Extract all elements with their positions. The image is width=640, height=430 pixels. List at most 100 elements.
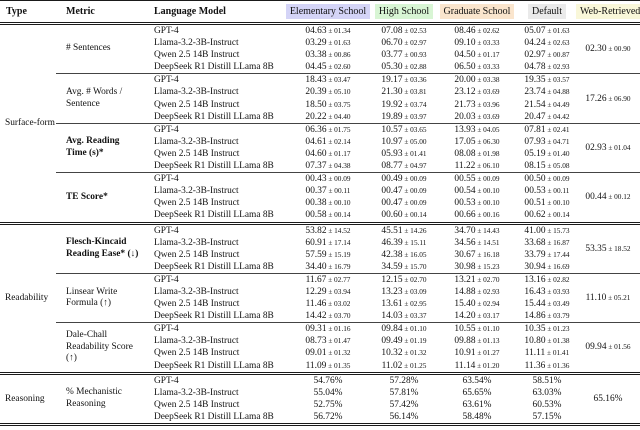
value-std: 14.52: [334, 225, 351, 235]
value-std: 03.02: [333, 299, 351, 309]
value-std: 06.30: [483, 136, 500, 146]
value-std: 14.51: [483, 237, 500, 247]
table-row: Linsear Write Formula (↑) GPT-4 11.67 ± 02…: [0, 272, 640, 323]
metric-value: 08.77 ± 04.97: [372, 160, 436, 173]
value-mean: 57.59: [305, 249, 327, 260]
metric-value: 00.62 ± 00.14: [518, 209, 576, 223]
plus-minus-sign: ±: [402, 286, 411, 296]
table-row: Qwen 2.5 14B Instruct 18.50 ± 03.75 19.92 …: [0, 99, 640, 111]
value-std: 02.14: [334, 136, 351, 146]
model-name: GPT-4: [146, 172, 284, 186]
plus-minus-sign: ±: [545, 286, 554, 296]
plus-minus-sign: ±: [326, 225, 335, 235]
metric-value: 06.36 ± 01.75: [284, 122, 372, 136]
plus-minus-sign: ±: [475, 62, 484, 72]
model-name: GPT-4: [146, 73, 284, 87]
value-mean: 00.54: [454, 186, 476, 197]
plus-minus-sign: ±: [402, 237, 411, 247]
value-mean: 23.74: [524, 87, 546, 98]
plus-minus-sign: ±: [326, 50, 335, 60]
value-mean: 34.59: [381, 261, 403, 272]
metric-value: 14.20 ± 03.17: [436, 310, 518, 323]
plus-minus-sign: ±: [475, 75, 484, 85]
value-mean: 11.67: [305, 274, 327, 285]
value-mean: 56.14%: [389, 411, 419, 422]
value-std: 17.14: [334, 237, 351, 247]
plus-minus-sign: ±: [402, 210, 411, 220]
metric-value: 04.50 ± 01.17: [436, 49, 518, 61]
metric-value: 56.72%: [284, 411, 372, 425]
value-mean: 14.86: [524, 311, 546, 322]
plus-minus-sign: ±: [475, 174, 484, 184]
metric-value: 30.98 ± 15.23: [436, 261, 518, 274]
value-mean: 57.81%: [389, 387, 419, 398]
plus-minus-sign: ±: [402, 136, 411, 146]
plus-minus-sign: ±: [402, 87, 411, 97]
metric-value: 15.40 ± 02.94: [436, 298, 518, 310]
value-mean: 19.17: [381, 75, 403, 86]
metric-value: 14.03 ± 03.37: [372, 310, 436, 323]
metric-value: 08.46 ± 02.62: [436, 24, 518, 38]
value-mean: 34.40: [305, 261, 327, 272]
value-mean: 20.22: [305, 111, 327, 122]
value-mean: 10.55: [454, 324, 476, 335]
column-header-metric: Metric: [56, 0, 146, 25]
value-std: 00.09: [334, 174, 351, 184]
metric-value: 23.12 ± 03.69: [436, 86, 518, 98]
value-mean: 11.09: [305, 360, 327, 371]
plus-minus-sign: ±: [402, 26, 411, 35]
model-name: Qwen 2.5 14B Instruct: [154, 399, 240, 410]
value-std: 02.60: [334, 62, 351, 72]
plus-minus-sign: ±: [545, 360, 553, 370]
plus-minus-sign: ±: [545, 174, 554, 184]
value-mean: 57.28%: [389, 375, 419, 386]
value-std: 03.96: [483, 99, 500, 109]
value-std: 01.19: [410, 336, 427, 346]
value-mean: 42.38: [381, 249, 403, 260]
value-std: 03.09: [410, 286, 427, 296]
value-std: 03.33: [483, 38, 500, 48]
plus-minus-sign: ±: [475, 360, 483, 370]
model-name: DeepSeek R1 Distill LLama 8B: [154, 311, 274, 322]
metric-value: 30.67 ± 16.18: [436, 249, 518, 261]
model-name: Llama-3.2-3B-Instruct: [154, 87, 239, 98]
metric-value: 10.97 ± 05.00: [372, 136, 436, 148]
table-row: Qwen 2.5 14B Instruct 52.75% 57.42% 63.61% 6…: [0, 399, 640, 411]
metric-value: 19.92 ± 03.74: [372, 99, 436, 111]
metric-value: 00.49 ± 00.09: [372, 172, 436, 186]
value-mean: 58.51%: [532, 375, 562, 386]
metric-value: 08.08 ± 01.98: [436, 148, 518, 160]
metric-value: 14.42 ± 03.70: [284, 310, 372, 323]
metric-value: 12.15 ± 02.70: [372, 272, 436, 286]
metric-value: 04.61 ± 02.14: [284, 136, 372, 148]
value-std: 01.04: [614, 142, 631, 152]
plus-minus-sign: ±: [545, 50, 554, 60]
metric-value: 18.50 ± 03.75: [284, 99, 372, 111]
metric-value: 14.86 ± 03.79: [518, 310, 576, 323]
value-std: 04.71: [553, 136, 570, 146]
value-mean: 60.91: [305, 237, 327, 248]
web-retrieved-value: 65.16%: [576, 371, 640, 425]
value-mean: 04.60: [305, 148, 327, 159]
metric-value: 04.60 ± 01.17: [284, 148, 372, 160]
plus-minus-sign: ±: [402, 186, 411, 196]
metric-value: 23.74 ± 04.88: [518, 86, 576, 98]
value-std: 06.10: [482, 161, 500, 171]
value-std: 01.41: [410, 148, 427, 158]
table-row: Llama-3.2-3B-Instruct 04.61 ± 02.14 10.97 …: [0, 136, 640, 148]
value-std: 01.13: [483, 336, 500, 346]
metric-value: 52.75%: [284, 399, 372, 411]
metric-label: % Mechanistic Reasoning: [56, 371, 146, 425]
value-std: 00.10: [553, 198, 570, 208]
value-std: 01.36: [552, 360, 570, 370]
metric-value: 00.55 ± 00.09: [436, 172, 518, 186]
metric-value: 11.14 ± 01.20: [436, 360, 518, 374]
metric-value: 46.39 ± 15.11: [372, 237, 436, 249]
value-mean: 04.63: [305, 26, 327, 36]
value-mean: 33.68: [524, 237, 546, 248]
value-mean: 41.00: [524, 225, 546, 236]
plus-minus-sign: ±: [402, 225, 411, 235]
metric-value: 10.55 ± 01.10: [436, 322, 518, 336]
value-mean: 19.92: [381, 99, 403, 110]
value-mean: 09.01: [305, 348, 327, 359]
